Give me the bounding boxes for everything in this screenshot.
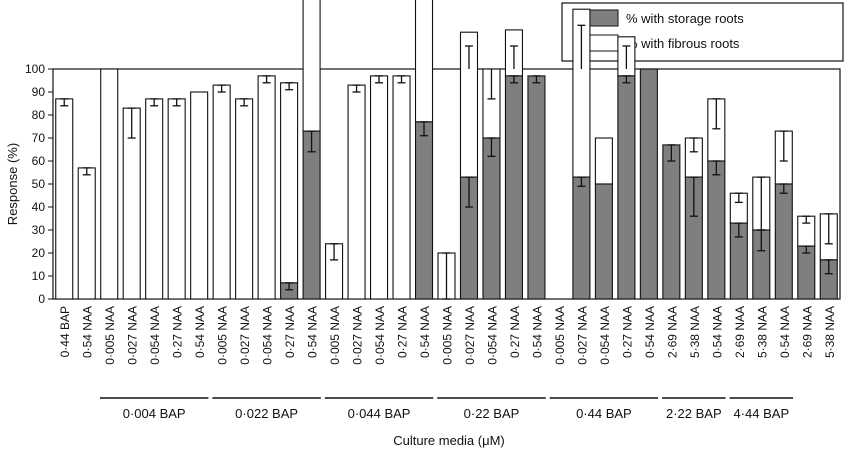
group-label: 0·004 BAP	[123, 406, 186, 421]
group-label: 0·044 BAP	[348, 406, 411, 421]
bar-fibrous-roots	[190, 91, 209, 300]
y-tick-label: 10	[32, 269, 46, 283]
category-label: 0·54 NAA	[530, 306, 544, 358]
bar-fibrous-roots	[347, 84, 366, 300]
category-label: 0·054 NAA	[598, 306, 612, 365]
bar-fibrous-roots	[55, 98, 74, 300]
bar-storage-roots	[414, 121, 434, 300]
bar-fibrous-roots	[100, 68, 119, 300]
y-tick-label: 30	[32, 223, 46, 237]
y-tick-label: 40	[32, 200, 46, 214]
category-label: 0·54 NAA	[81, 306, 95, 358]
category-label: 0·005 NAA	[103, 306, 117, 365]
bar-storage-roots	[482, 137, 501, 300]
bar-storage-roots	[594, 183, 613, 300]
y-tick-label: 90	[32, 85, 46, 99]
category-label: 5·38 NAA	[823, 306, 837, 358]
y-tick-label: 60	[32, 154, 46, 168]
bar-fibrous-roots	[594, 137, 613, 185]
bar-storage-roots	[302, 130, 321, 300]
legend-label-fibrous: % with fibrous roots	[626, 36, 740, 51]
bar-fibrous-roots	[369, 75, 389, 300]
category-label: 0·027 NAA	[575, 306, 589, 365]
group-label: 2·22 BAP	[666, 406, 722, 421]
bar-storage-roots	[774, 183, 793, 300]
category-label: 0·054 NAA	[261, 306, 275, 365]
y-tick-label: 20	[32, 246, 46, 260]
category-label: 0·005 NAA	[553, 306, 567, 365]
category-label: 0·005 NAA	[216, 306, 230, 365]
y-tick-label: 100	[25, 62, 45, 76]
bar-fibrous-roots	[414, 0, 434, 123]
y-tick-label: 50	[32, 177, 46, 191]
legend-label-storage: % with storage roots	[626, 11, 744, 26]
group-label: 0·022 BAP	[235, 406, 298, 421]
category-label: 0·054 NAA	[373, 306, 387, 365]
category-label: 0·27 NAA	[396, 306, 410, 358]
plot-area: 0 10 20 30 40 50 60 70 80 90 100 0·44 BAP 0·54 NAA 0·…	[25, 0, 841, 421]
category-label: 0·027 NAA	[126, 306, 140, 365]
category-label: 0·005 NAA	[441, 306, 455, 365]
category-label: 0·54 NAA	[643, 306, 657, 358]
bar-fibrous-roots	[145, 98, 164, 300]
category-label: 0·54 NAA	[710, 306, 724, 358]
bar-fibrous-roots	[167, 98, 186, 300]
legend: % with storage roots % with fibrous root…	[561, 2, 844, 62]
y-axis-title: Response (%)	[5, 143, 20, 225]
category-label: 5·38 NAA	[755, 306, 769, 358]
category-label: 5·38 NAA	[688, 306, 702, 358]
category-label: 2·69 NAA	[665, 306, 679, 358]
bar-fibrous-roots	[392, 75, 411, 300]
y-tick-label: 0	[38, 292, 45, 306]
bar-storage-roots	[707, 160, 726, 300]
bar-storage-roots	[527, 75, 546, 300]
group-label: 0·44 BAP	[576, 406, 632, 421]
bar-fibrous-roots	[235, 98, 254, 300]
category-label: 0·054 NAA	[485, 306, 499, 365]
category-label: 0·027 NAA	[238, 306, 252, 365]
category-label: 2·69 NAA	[733, 306, 747, 358]
category-label: 0·27 NAA	[620, 306, 634, 358]
bar-storage-roots	[617, 75, 636, 300]
category-label: 0·54 NAA	[306, 306, 320, 358]
y-tick-label: 70	[32, 131, 46, 145]
group-label: 0·22 BAP	[464, 406, 520, 421]
bar-fibrous-roots	[77, 167, 96, 300]
category-label: 0·27 NAA	[283, 306, 297, 358]
category-label: 0·027 NAA	[351, 306, 365, 365]
bar-storage-roots	[797, 245, 816, 300]
category-label: 0·005 NAA	[328, 306, 342, 365]
category-label: 0·027 NAA	[463, 306, 477, 365]
category-label: 0·054 NAA	[148, 306, 162, 365]
category-label: 0·27 NAA	[171, 306, 185, 358]
bar-storage-roots	[572, 176, 591, 300]
y-tick-label: 80	[32, 108, 46, 122]
bar-storage-roots	[662, 144, 681, 300]
bar-fibrous-roots	[257, 75, 276, 300]
x-axis-title: Culture media (μM)	[393, 433, 505, 448]
category-label: 0·27 NAA	[508, 306, 522, 358]
category-label: 0·44 BAP	[58, 306, 72, 357]
category-label: 0·54 NAA	[193, 306, 207, 358]
bar-fibrous-roots	[212, 84, 231, 300]
bar-fibrous-roots	[302, 0, 321, 132]
bar-storage-roots	[639, 68, 658, 300]
bar-storage-roots	[504, 75, 524, 300]
category-label: 2·69 NAA	[800, 306, 814, 358]
bar-fibrous-roots	[280, 82, 299, 284]
category-label: 0·54 NAA	[778, 306, 792, 358]
category-label: 0·54 NAA	[418, 306, 432, 358]
group-label: 4·44 BAP	[733, 406, 789, 421]
